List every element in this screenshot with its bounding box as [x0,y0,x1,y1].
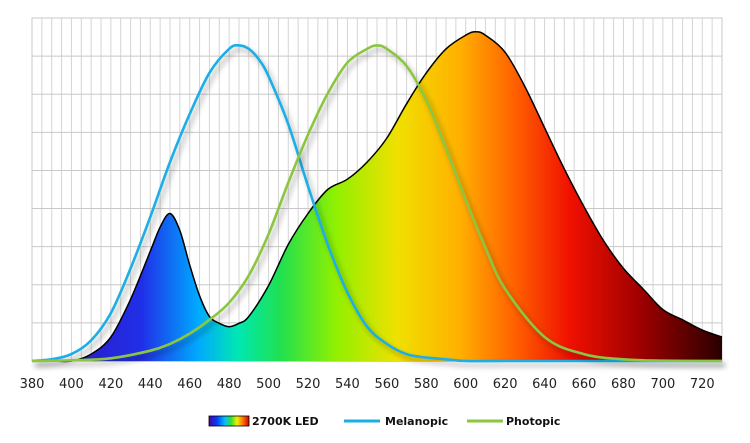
x-tick-label: 420 [98,377,123,392]
series-line-photopic [31,44,723,363]
x-tick-label: 660 [572,377,597,392]
x-tick-label: 540 [335,377,360,392]
area-layer [32,30,723,363]
x-tick-label: 500 [256,377,281,392]
legend-label-photopic: Photopic [506,415,560,428]
x-tick-label: 700 [650,377,675,392]
x-tick-label: 460 [177,377,202,392]
x-tick-label: 620 [493,377,518,392]
series-line-melanopic [31,43,722,363]
x-tick-label: 720 [690,377,715,392]
legend-label-melanopic: Melanopic [385,415,448,428]
x-tick-label: 600 [453,377,478,392]
x-axis: 380 400 420 440 460 480 500 520 540 560 580 600 620 6… [20,377,715,392]
legend-label-2700k-led: 2700K LED [252,415,319,428]
legend-swatch-2700k-led [208,415,250,427]
line-layer [31,43,723,363]
x-tick-label: 580 [414,377,439,392]
x-tick-label: 560 [374,377,399,392]
x-tick-label: 640 [532,377,557,392]
series-area-2700k-led [32,31,722,362]
x-tick-label: 380 [20,377,45,392]
x-tick-label: 440 [138,377,163,392]
x-tick-label: 520 [296,377,321,392]
series-outline-2700k-led [32,30,723,363]
legend: 2700K LED Melanopic Photopic [208,415,560,428]
x-tick-label: 680 [611,377,636,392]
x-tick-label: 400 [59,377,84,392]
x-tick-label: 480 [217,377,242,392]
